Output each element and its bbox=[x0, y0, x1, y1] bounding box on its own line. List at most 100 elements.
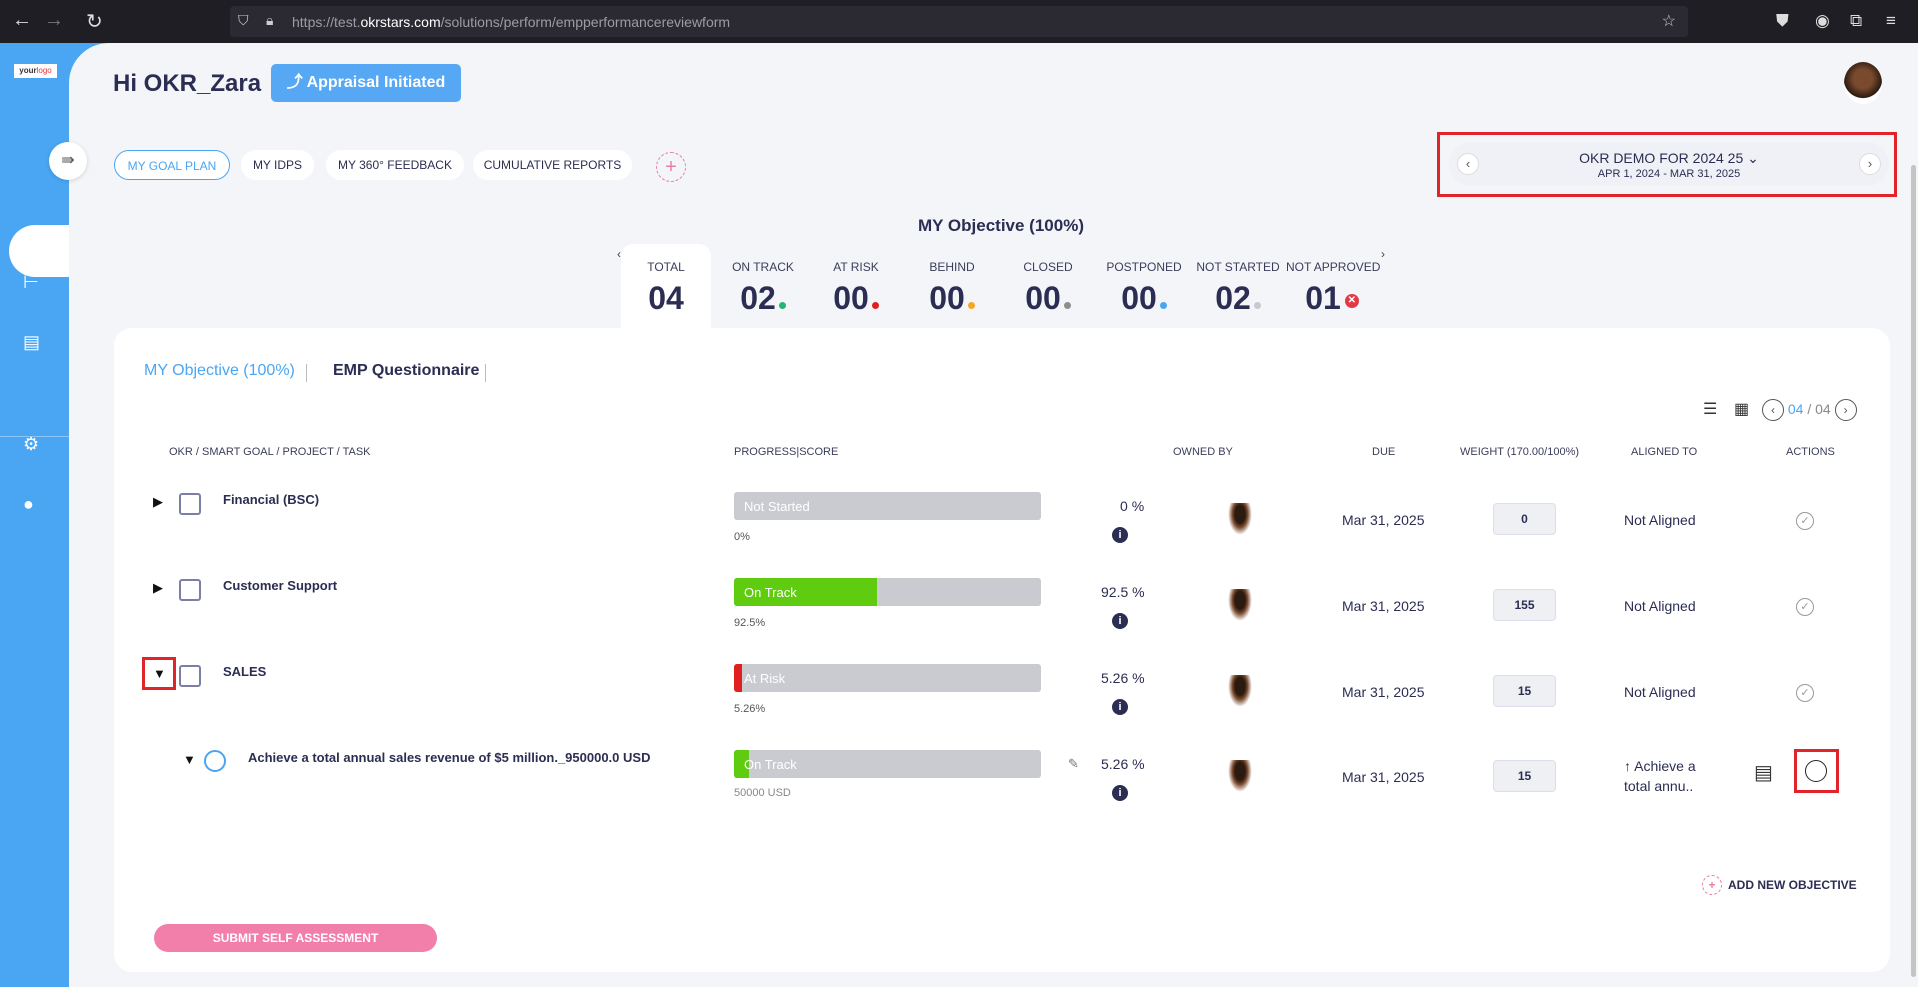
stat-total[interactable]: TOTAL 04 bbox=[636, 260, 696, 317]
goal-name[interactable]: Financial (BSC) bbox=[223, 492, 320, 507]
sidebar-divider bbox=[0, 436, 69, 437]
info-icon[interactable]: i bbox=[1112, 613, 1128, 629]
review-form-icon[interactable]: ▤ bbox=[23, 332, 41, 352]
account-icon[interactable]: ◉ bbox=[1815, 11, 1830, 30]
pager-total: 04 bbox=[1815, 401, 1831, 417]
weight-input[interactable]: 155 bbox=[1493, 589, 1556, 621]
period-title[interactable]: OKR DEMO FOR 2024 25 ⌄ bbox=[1579, 150, 1759, 166]
progress-sub: 5.26% bbox=[734, 703, 766, 715]
stat-label: TOTAL bbox=[647, 260, 685, 274]
stat-label: CLOSED bbox=[1023, 260, 1073, 274]
stat-value: 00 bbox=[1025, 280, 1061, 316]
score-value: 92.5 bbox=[1101, 584, 1129, 600]
stat-label: NOT STARTED bbox=[1196, 260, 1280, 274]
stat-label: BEHIND bbox=[929, 260, 975, 274]
owner-avatar[interactable] bbox=[1228, 503, 1252, 535]
progress-sub: 92.5% bbox=[734, 617, 766, 629]
address-bar[interactable]: ⛉ 🔒︎ https://test.okrstars.com/solutions… bbox=[230, 6, 1688, 37]
pocket-icon[interactable]: ⛊ bbox=[1776, 11, 1789, 30]
page-scrollbar[interactable] bbox=[1911, 165, 1916, 977]
tab-emp-questionnaire[interactable]: EMP Questionnaire bbox=[333, 362, 480, 379]
stat-value: 00 bbox=[1121, 280, 1157, 316]
approve-check-icon[interactable]: ✓ bbox=[1796, 684, 1814, 702]
bookmark-star-icon[interactable]: ☆ bbox=[1661, 13, 1676, 30]
submit-self-assessment-button[interactable]: SUBMIT SELF ASSESSMENT bbox=[154, 924, 437, 952]
stats-next-icon[interactable]: › bbox=[1381, 247, 1385, 261]
weight-input[interactable]: 15 bbox=[1493, 675, 1556, 707]
expand-icon[interactable]: ▶ bbox=[153, 580, 163, 595]
tab-my-360-feedback[interactable]: MY 360° FEEDBACK bbox=[326, 150, 464, 180]
pager-prev-icon[interactable]: ‹ bbox=[1762, 399, 1784, 421]
weight-input[interactable]: 0 bbox=[1493, 503, 1556, 535]
add-new-objective-button[interactable]: + ADD NEW OBJECTIVE bbox=[1702, 875, 1857, 895]
user-avatar[interactable] bbox=[1844, 62, 1882, 104]
list-view-icon[interactable]: ☰ bbox=[1703, 401, 1718, 418]
progress-sub: 50000 USD bbox=[734, 787, 791, 799]
expand-icon[interactable]: ▶ bbox=[153, 494, 163, 509]
user-profile-icon[interactable]: ● bbox=[23, 494, 34, 514]
pager-current: 04 bbox=[1787, 401, 1804, 417]
tab-cumulative-reports[interactable]: CUMULATIVE REPORTS bbox=[473, 150, 632, 180]
period-next-icon[interactable]: › bbox=[1859, 153, 1881, 175]
checkin-form-icon[interactable]: ▤ bbox=[1754, 762, 1773, 784]
progress-bar: At Risk bbox=[734, 664, 1041, 692]
progress-fill bbox=[734, 664, 743, 692]
tab-my-objective[interactable]: MY Objective (100%) bbox=[144, 362, 295, 379]
stat-at-risk[interactable]: AT RISK 00 bbox=[818, 260, 894, 317]
approve-check-icon[interactable]: ✓ bbox=[1796, 512, 1814, 530]
sidebar-collapse-icon[interactable]: ⇛ bbox=[49, 142, 87, 180]
forward-icon[interactable]: → bbox=[44, 9, 64, 31]
col-header-due: DUE bbox=[1372, 446, 1396, 458]
stats-prev-icon[interactable]: ‹ bbox=[617, 247, 621, 261]
greeting-title: Hi OKR_Zara bbox=[113, 70, 262, 97]
info-icon[interactable]: i bbox=[1112, 785, 1128, 801]
settings-gear-icon[interactable]: ⚙ bbox=[23, 434, 40, 454]
stat-not-approved[interactable]: NOT APPROVED 01 ✕ bbox=[1286, 260, 1380, 317]
stat-postponed[interactable]: POSTPONED 00 bbox=[1104, 260, 1184, 317]
info-icon[interactable]: i bbox=[1112, 527, 1128, 543]
key-result-name[interactable]: Achieve a total annual sales revenue of … bbox=[248, 750, 651, 765]
lock-icon[interactable]: 🔒︎ bbox=[266, 12, 274, 28]
shield-icon[interactable]: ⛉ bbox=[238, 12, 249, 28]
not-approved-x-icon: ✕ bbox=[1344, 293, 1359, 308]
stat-behind[interactable]: BEHIND 00 bbox=[914, 260, 990, 317]
edit-note-icon[interactable]: ✎ bbox=[1068, 756, 1079, 771]
back-icon[interactable]: ← bbox=[12, 9, 32, 31]
action-circle-icon[interactable] bbox=[1805, 760, 1827, 782]
col-header-name: OKR / SMART GOAL / PROJECT / TASK bbox=[169, 446, 371, 458]
approve-check-icon[interactable]: ✓ bbox=[1796, 598, 1814, 616]
pager-next-icon[interactable]: › bbox=[1834, 399, 1857, 421]
tab-my-idps[interactable]: MY IDPS bbox=[241, 150, 314, 180]
hierarchy-icon[interactable]: ⊢ bbox=[23, 272, 39, 292]
period-prev-icon[interactable]: ‹ bbox=[1457, 153, 1479, 175]
goal-target-icon bbox=[179, 665, 201, 687]
goal-target-icon bbox=[179, 493, 201, 515]
weight-input[interactable]: 15 bbox=[1493, 760, 1556, 792]
appraisal-status-button[interactable]: ⤴ Appraisal Initiated bbox=[271, 64, 461, 102]
reload-icon[interactable]: ↻ bbox=[86, 11, 103, 33]
grid-view-icon[interactable]: ▦ bbox=[1734, 401, 1750, 418]
period-selector[interactable]: ‹ OKR DEMO FOR 2024 25 ⌄ APR 1, 2024 - M… bbox=[1449, 142, 1889, 186]
owner-avatar[interactable] bbox=[1228, 760, 1252, 792]
progress-status: On Track bbox=[744, 585, 797, 600]
owner-avatar[interactable] bbox=[1228, 675, 1252, 707]
menu-icon[interactable]: ≡ bbox=[1886, 11, 1896, 30]
info-icon[interactable]: i bbox=[1112, 699, 1128, 715]
stat-value: 02 bbox=[1215, 280, 1251, 316]
stat-not-started[interactable]: NOT STARTED 02 bbox=[1196, 260, 1280, 317]
stat-on-track[interactable]: ON TRACK 02 bbox=[720, 260, 806, 317]
col-header-weight: WEIGHT (170.00/100%) bbox=[1460, 446, 1580, 458]
period-range: APR 1, 2024 - MAR 31, 2025 bbox=[1597, 168, 1741, 180]
owner-avatar[interactable] bbox=[1228, 589, 1252, 621]
stat-closed[interactable]: CLOSED 00 bbox=[1010, 260, 1086, 317]
goal-name[interactable]: SALES bbox=[223, 664, 267, 679]
tab-my-goal-plan[interactable]: MY GOAL PLAN bbox=[114, 150, 230, 180]
goals-target-icon[interactable]: ◎ bbox=[26, 195, 42, 215]
add-tab-icon[interactable]: + bbox=[656, 152, 686, 182]
collapse-icon[interactable]: ▼ bbox=[153, 666, 166, 681]
score-value: 5.26 bbox=[1101, 756, 1129, 772]
collapse-icon[interactable]: ▼ bbox=[183, 752, 196, 767]
tab-divider bbox=[306, 364, 307, 382]
goal-name[interactable]: Customer Support bbox=[223, 578, 338, 593]
extensions-icon[interactable]: ⧉ bbox=[1850, 11, 1863, 30]
